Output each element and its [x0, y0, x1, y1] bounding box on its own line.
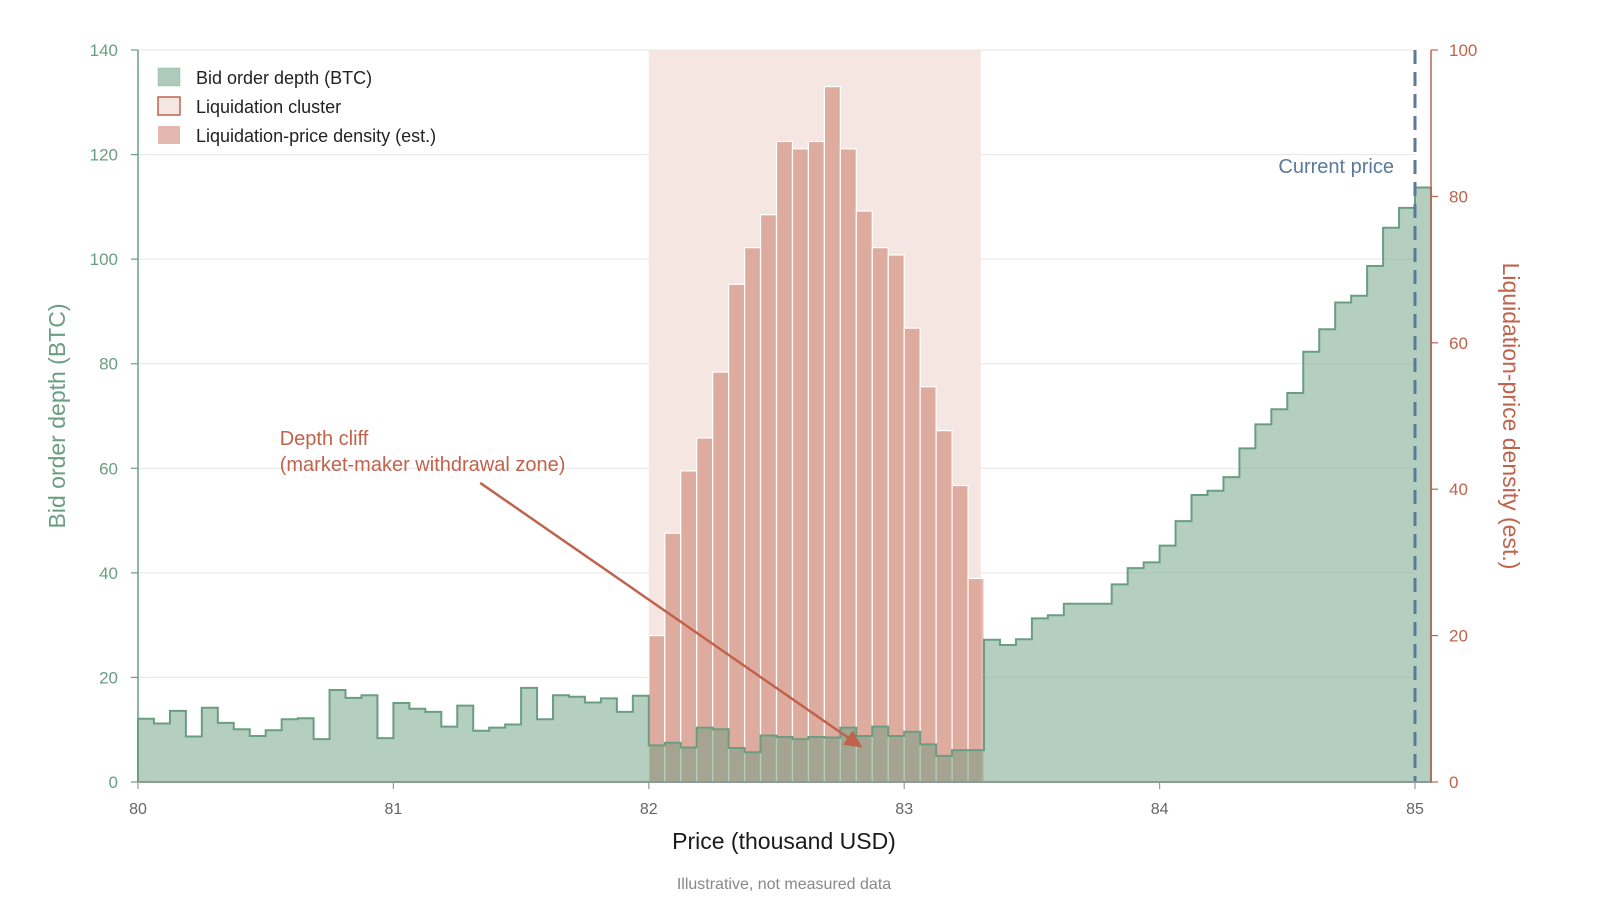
density-bar — [935, 430, 953, 783]
left-tick-label: 40 — [99, 564, 118, 583]
left-tick-label: 140 — [90, 41, 118, 60]
annotation-subtitle: (market-maker withdrawal zone) — [280, 454, 566, 476]
left-tick-label: 120 — [90, 146, 118, 165]
density-bar — [887, 254, 905, 783]
legend-swatch-density — [158, 126, 180, 144]
density-bar — [728, 283, 746, 783]
legend-label-cluster: Liquidation cluster — [196, 97, 341, 117]
density-bar — [839, 148, 857, 783]
density-bar — [871, 247, 889, 783]
x-tick-label: 83 — [895, 801, 913, 818]
density-bar — [791, 148, 810, 783]
x-tick-label: 81 — [385, 801, 403, 818]
right-tick-label: 80 — [1449, 187, 1468, 206]
legend: Bid order depth (BTC) Liquidation cluste… — [157, 67, 436, 146]
x-tick-label: 80 — [129, 801, 147, 818]
legend-label-density: Liquidation-price density (est.) — [196, 126, 436, 146]
right-tick-label: 20 — [1449, 627, 1468, 646]
annotation-title: Depth cliff — [280, 428, 369, 450]
density-bar — [903, 327, 921, 783]
density-bar — [807, 140, 825, 783]
density-bar — [743, 247, 762, 783]
right-tick-label: 0 — [1449, 773, 1458, 792]
right-tick-label: 60 — [1449, 334, 1468, 353]
density-bar — [855, 210, 873, 783]
current-price-label: Current price — [1278, 156, 1394, 178]
legend-label-depth: Bid order depth (BTC) — [196, 68, 372, 88]
left-tick-label: 60 — [99, 459, 118, 478]
liquidation-cluster-band — [648, 50, 981, 782]
right-axis-title: Liquidation-price density (est.) — [1498, 263, 1524, 570]
right-tick-label: 100 — [1449, 41, 1477, 60]
caption: Illustrative, not measured data — [677, 876, 891, 893]
annotation-arrow — [479, 481, 863, 748]
legend-swatch-cluster — [157, 96, 181, 116]
axes — [137, 50, 1432, 783]
right-tick-label: 40 — [1449, 480, 1468, 499]
x-tick-label: 82 — [640, 801, 658, 818]
density-bar — [712, 371, 730, 783]
bid-depth-area — [137, 186, 1432, 783]
axis-ticks: 0 20 40 60 80 100 120 140 0 20 40 60 80 100 80 81 82 83 84… — [90, 41, 1478, 818]
left-tick-label: 0 — [109, 773, 118, 792]
density-bar — [951, 484, 969, 783]
density-bar — [823, 85, 841, 783]
left-tick-label: 80 — [99, 355, 118, 374]
density-bar — [759, 214, 778, 783]
density-bar — [775, 140, 794, 783]
left-tick-label: 100 — [90, 250, 118, 269]
density-bar — [919, 386, 937, 783]
left-axis-title: Bid order depth (BTC) — [44, 304, 70, 529]
x-tick-label: 84 — [1151, 801, 1169, 818]
left-tick-label: 20 — [99, 668, 118, 687]
legend-swatch-depth — [157, 67, 181, 87]
x-axis-title: Price (thousand USD) — [672, 828, 896, 854]
x-tick-label: 85 — [1406, 801, 1424, 818]
